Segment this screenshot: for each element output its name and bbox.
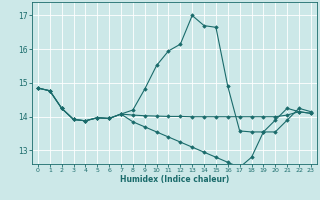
X-axis label: Humidex (Indice chaleur): Humidex (Indice chaleur) [120, 175, 229, 184]
